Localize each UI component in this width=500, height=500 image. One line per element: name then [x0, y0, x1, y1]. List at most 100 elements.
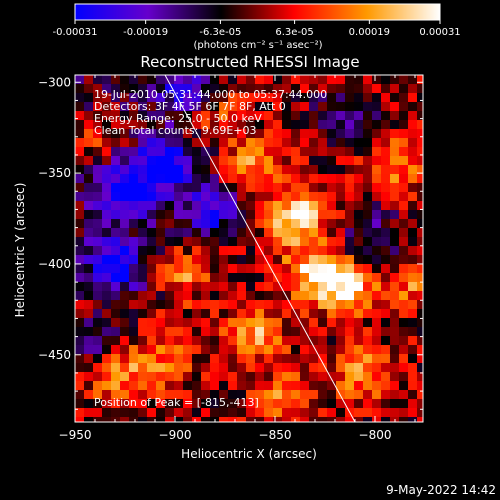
heatmap-cell: [336, 183, 345, 192]
heatmap-cell: [129, 93, 138, 102]
heatmap-cell: [246, 228, 255, 237]
colorbar-frame: [74, 3, 441, 21]
heatmap-cell: [120, 318, 129, 327]
heatmap-cell: [111, 201, 120, 210]
heatmap-cell: [138, 363, 147, 372]
heatmap-cell: [246, 102, 255, 111]
heatmap-cell: [327, 138, 336, 147]
heatmap-cell: [408, 408, 417, 417]
heatmap-cell: [93, 183, 102, 192]
heatmap-cell: [165, 219, 174, 228]
heatmap-cell: [291, 138, 300, 147]
heatmap-cell: [282, 336, 291, 345]
heatmap-cell: [363, 183, 372, 192]
heatmap-cell: [255, 174, 264, 183]
heatmap-cell: [129, 318, 138, 327]
heatmap-cell: [246, 120, 255, 129]
heatmap-cell: [354, 102, 363, 111]
heatmap-cell: [102, 417, 111, 422]
heatmap-cell: [147, 300, 156, 309]
heatmap-cell: [264, 84, 273, 93]
heatmap-cell: [183, 192, 192, 201]
heatmap-cell: [201, 309, 210, 318]
heatmap-cell: [165, 210, 174, 219]
heatmap-cell: [300, 111, 309, 120]
heatmap-cell: [318, 237, 327, 246]
heatmap-cell: [327, 255, 336, 264]
heatmap-cell: [93, 120, 102, 129]
heatmap-cell: [174, 264, 183, 273]
heatmap-cell: [192, 381, 201, 390]
heatmap-cell: [336, 93, 345, 102]
heatmap-cell: [264, 408, 273, 417]
heatmap-cell: [291, 264, 300, 273]
heatmap-cell: [111, 363, 120, 372]
heatmap-cell: [192, 345, 201, 354]
heatmap-cell: [219, 408, 228, 417]
heatmap-cell: [255, 120, 264, 129]
heatmap-cell: [363, 75, 372, 84]
heatmap-cell: [363, 327, 372, 336]
heatmap-cell: [165, 408, 174, 417]
heatmap-cell: [264, 255, 273, 264]
heatmap-cell: [372, 93, 381, 102]
heatmap-cell: [399, 210, 408, 219]
heatmap-cell: [228, 318, 237, 327]
heatmap-cell: [264, 291, 273, 300]
heatmap-cell: [291, 390, 300, 399]
heatmap-cell: [372, 219, 381, 228]
heatmap-cell: [372, 147, 381, 156]
heatmap-cell: [102, 399, 111, 408]
heatmap-cell: [102, 111, 111, 120]
heatmap-cell: [192, 120, 201, 129]
heatmap-cell: [399, 417, 408, 422]
heatmap-cell: [318, 300, 327, 309]
heatmap-cell: [201, 381, 210, 390]
heatmap-cell: [309, 399, 318, 408]
heatmap-cell: [327, 309, 336, 318]
heatmap-cell: [210, 129, 219, 138]
heatmap-cell: [201, 228, 210, 237]
heatmap-cell: [102, 156, 111, 165]
heatmap-cell: [228, 291, 237, 300]
heatmap-cell: [210, 228, 219, 237]
heatmap-cell: [192, 192, 201, 201]
heatmap-cell: [318, 219, 327, 228]
heatmap-cell: [417, 84, 423, 93]
heatmap-cell: [129, 390, 138, 399]
heatmap-cell: [255, 192, 264, 201]
heatmap-cell: [372, 264, 381, 273]
heatmap-cell: [84, 201, 93, 210]
heatmap-cell: [399, 75, 408, 84]
heatmap-cell: [219, 219, 228, 228]
heatmap-cell: [264, 129, 273, 138]
heatmap-cell: [120, 291, 129, 300]
heatmap-cell: [336, 417, 345, 422]
heatmap-cell: [219, 237, 228, 246]
heatmap-cell: [327, 336, 336, 345]
heatmap-cell: [336, 84, 345, 93]
heatmap-cell: [291, 336, 300, 345]
heatmap-cell: [381, 390, 390, 399]
heatmap-cell: [156, 219, 165, 228]
heatmap-cell: [75, 417, 84, 422]
heatmap-cell: [381, 237, 390, 246]
heatmap-cell: [228, 183, 237, 192]
heatmap-cell: [138, 147, 147, 156]
heatmap-cell: [93, 84, 102, 93]
heatmap-cell: [336, 138, 345, 147]
heatmap-cell: [111, 93, 120, 102]
heatmap-cell: [255, 336, 264, 345]
heatmap-cell: [102, 201, 111, 210]
heatmap-cell: [363, 336, 372, 345]
heatmap-cell: [102, 408, 111, 417]
heatmap-cell: [282, 102, 291, 111]
heatmap-cell: [417, 219, 423, 228]
heatmap-cell: [75, 210, 84, 219]
heatmap-cell: [120, 363, 129, 372]
heatmap-cell: [219, 354, 228, 363]
heatmap-cell: [354, 417, 363, 422]
heatmap-cell: [399, 111, 408, 120]
heatmap-cell: [147, 237, 156, 246]
heatmap-cell: [264, 282, 273, 291]
